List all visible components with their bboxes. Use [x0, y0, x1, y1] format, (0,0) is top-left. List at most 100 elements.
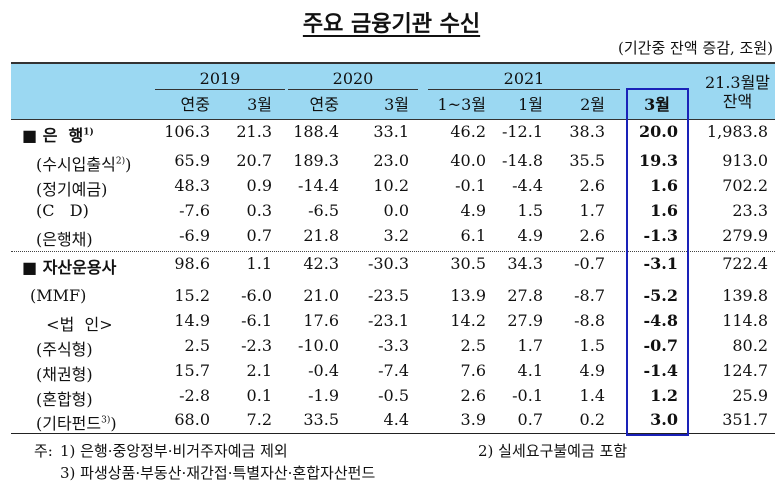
table-cell: -23.1 [367, 311, 409, 330]
table-cell: 351.7 [722, 410, 768, 429]
table-cell: 48.3 [174, 176, 210, 195]
table-cell: 46.2 [450, 122, 486, 141]
table-cell: 1.1 [246, 254, 272, 273]
row-label: <법 인> [36, 311, 113, 335]
table-cell: 30.5 [450, 254, 486, 273]
table-cell: -14.4 [297, 176, 339, 195]
table-cell: 7.2 [246, 410, 272, 429]
row-label-text: (채권형) [36, 365, 93, 384]
row-label-text: (주식형) [36, 340, 93, 359]
table-cell: 1.7 [517, 336, 543, 355]
table-cell: -4.4 [512, 176, 543, 195]
row-label-text: (수시입출식 [36, 155, 116, 174]
table-header [11, 62, 775, 120]
table-cell: -6.0 [241, 286, 272, 305]
table-cell: -0.7 [643, 336, 678, 355]
row-label-text: (혼합형) [36, 390, 93, 409]
table-cell: -14.8 [501, 151, 543, 170]
table-cell: -5.2 [643, 286, 678, 305]
table-bottom-rule [11, 433, 775, 434]
table-cell: 1.6 [650, 201, 678, 220]
table-cell: 38.3 [569, 122, 605, 141]
column-header: 연중 [180, 95, 210, 114]
table-cell: 10.2 [373, 176, 409, 195]
table-cell: -1.3 [643, 226, 678, 245]
table-cell: 14.9 [174, 311, 210, 330]
table-cell: 279.9 [722, 226, 768, 245]
table-cell: 3.2 [383, 226, 409, 245]
row-label-text: (정기예금) [36, 180, 108, 199]
table-cell: 0.1 [246, 386, 272, 405]
unit-label: (기간중 잔액 증감, 조원) [618, 39, 773, 57]
row-label: ■ 자산운용사 [22, 254, 116, 278]
table-cell: 15.7 [174, 361, 210, 380]
table-cell: 722.4 [722, 254, 768, 273]
row-label: (기타펀드3)) [36, 410, 117, 434]
table-cell: -6.1 [241, 311, 272, 330]
table-cell: -0.1 [455, 176, 486, 195]
table-cell: 20.7 [236, 151, 272, 170]
table-cell: 40.0 [450, 151, 486, 170]
table-cell: 702.2 [722, 176, 768, 195]
table-cell: 2.6 [579, 226, 605, 245]
table-cell: 913.0 [722, 151, 768, 170]
column-header: 1월 [518, 95, 543, 114]
table-cell: 2.5 [184, 336, 210, 355]
table-cell: -0.1 [512, 386, 543, 405]
row-label-text: (은행채) [36, 230, 93, 249]
table-cell: 80.2 [732, 336, 768, 355]
table-cell: -23.5 [367, 286, 409, 305]
row-label-suffix: ) [110, 414, 117, 433]
table-cell: 1.7 [579, 201, 605, 220]
table-cell: 0.7 [246, 226, 272, 245]
table-cell: 27.8 [507, 286, 543, 305]
page-title: 주요 금융기관 수신 [0, 6, 783, 38]
column-header: 2월 [580, 95, 605, 114]
balance-header-1: 21.3월말 [704, 73, 771, 92]
table-cell: 0.0 [383, 201, 409, 220]
table-cell: 0.7 [517, 410, 543, 429]
row-label: (혼합형) [36, 386, 93, 410]
table-cell: 35.5 [569, 151, 605, 170]
row-label-text: ■ 자산운용사 [22, 258, 117, 277]
table-cell: 17.6 [303, 311, 339, 330]
column-header: 3월 [384, 95, 409, 114]
table-cell: 1.4 [579, 386, 605, 405]
table-cell: 33.1 [373, 122, 409, 141]
table-cell: -2.3 [241, 336, 272, 355]
footnote-ref: 2) [115, 156, 126, 167]
table-cell: 68.0 [174, 410, 210, 429]
table-cell: 25.9 [732, 386, 768, 405]
column-header: 3월 [644, 95, 670, 114]
table-cell: 42.3 [303, 254, 339, 273]
table-cell: 23.0 [373, 151, 409, 170]
table-cell: 20.0 [639, 122, 678, 141]
table-cell: 2.6 [579, 176, 605, 195]
table-cell: 0.2 [579, 410, 605, 429]
row-label: (은행채) [36, 226, 93, 250]
table-cell: 2.5 [460, 336, 486, 355]
table-cell: -10.0 [297, 336, 339, 355]
table-cell: -7.6 [179, 201, 210, 220]
table-cell: 98.6 [174, 254, 210, 273]
row-label: ■ 은 행1) [22, 122, 94, 146]
table-cell: -1.4 [643, 361, 678, 380]
year-2021: 2021 [503, 69, 545, 88]
table-cell: 0.9 [246, 176, 272, 195]
row-label: (채권형) [36, 361, 93, 385]
table-cell: 2.6 [460, 386, 486, 405]
table-cell: 65.9 [174, 151, 210, 170]
row-label-text: ■ 은 행 [22, 126, 84, 145]
row-label-suffix: ) [125, 155, 132, 174]
table-cell: 139.8 [722, 286, 768, 305]
table-cell: 13.9 [450, 286, 486, 305]
table-cell: -30.3 [367, 254, 409, 273]
year-2019: 2019 [199, 69, 241, 88]
table-cell: 14.2 [450, 311, 486, 330]
table-cell: 3.9 [460, 410, 486, 429]
row-label: (MMF) [30, 286, 86, 305]
row-label-text: <법 인> [36, 315, 113, 334]
table-cell: 33.5 [303, 410, 339, 429]
notes-prefix: 주: [34, 442, 53, 460]
table-cell: 2.1 [246, 361, 272, 380]
